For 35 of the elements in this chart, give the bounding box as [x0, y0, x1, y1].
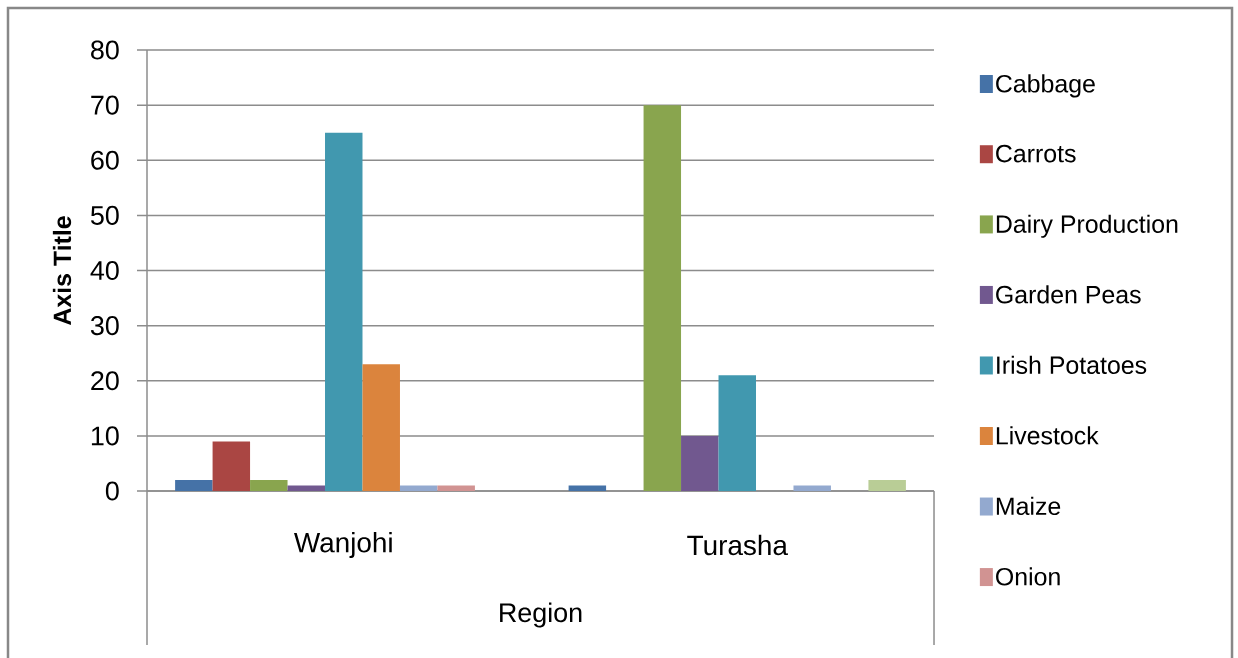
legend-label: Carrots: [996, 144, 1076, 163]
legend-label: Garden Peas: [996, 285, 1141, 304]
bar: [643, 105, 682, 492]
legend-label: Cabbage: [996, 74, 1095, 98]
bar: [325, 132, 363, 492]
legend-label: Livestock: [996, 426, 1099, 445]
y-tick-label: 70: [91, 95, 119, 115]
bar: [250, 479, 288, 492]
y-tick-label: 80: [91, 40, 119, 60]
x-tick-label: Wanjohi: [294, 532, 392, 558]
legend-label: Onion: [996, 567, 1060, 586]
y-tick-label: 10: [91, 426, 119, 446]
x-axis-title: Region: [500, 602, 582, 628]
bar: [868, 479, 906, 492]
bar: [399, 485, 438, 492]
x-tick-label: Turasha: [687, 534, 788, 556]
y-tick-label: 60: [91, 150, 119, 170]
bar: [718, 375, 756, 492]
bar: [681, 435, 719, 492]
bar: [793, 485, 831, 492]
legend-label: Dairy Production: [996, 214, 1178, 238]
bar: [212, 441, 251, 492]
bar: [175, 479, 213, 492]
y-tick-label: 0: [105, 481, 119, 501]
bar: [362, 364, 400, 492]
y-tick-label: 50: [90, 205, 119, 225]
y-axis-title: Axis Title: [52, 216, 72, 326]
y-tick-label: 30: [90, 316, 119, 336]
bar: [437, 485, 475, 492]
y-tick-label: 20: [91, 371, 119, 391]
legend-label: Irish Potatoes: [997, 355, 1147, 374]
y-tick-label: 40: [90, 260, 119, 281]
legend-label: Maize: [996, 496, 1061, 516]
bar: [568, 485, 607, 492]
bar: [287, 485, 326, 492]
